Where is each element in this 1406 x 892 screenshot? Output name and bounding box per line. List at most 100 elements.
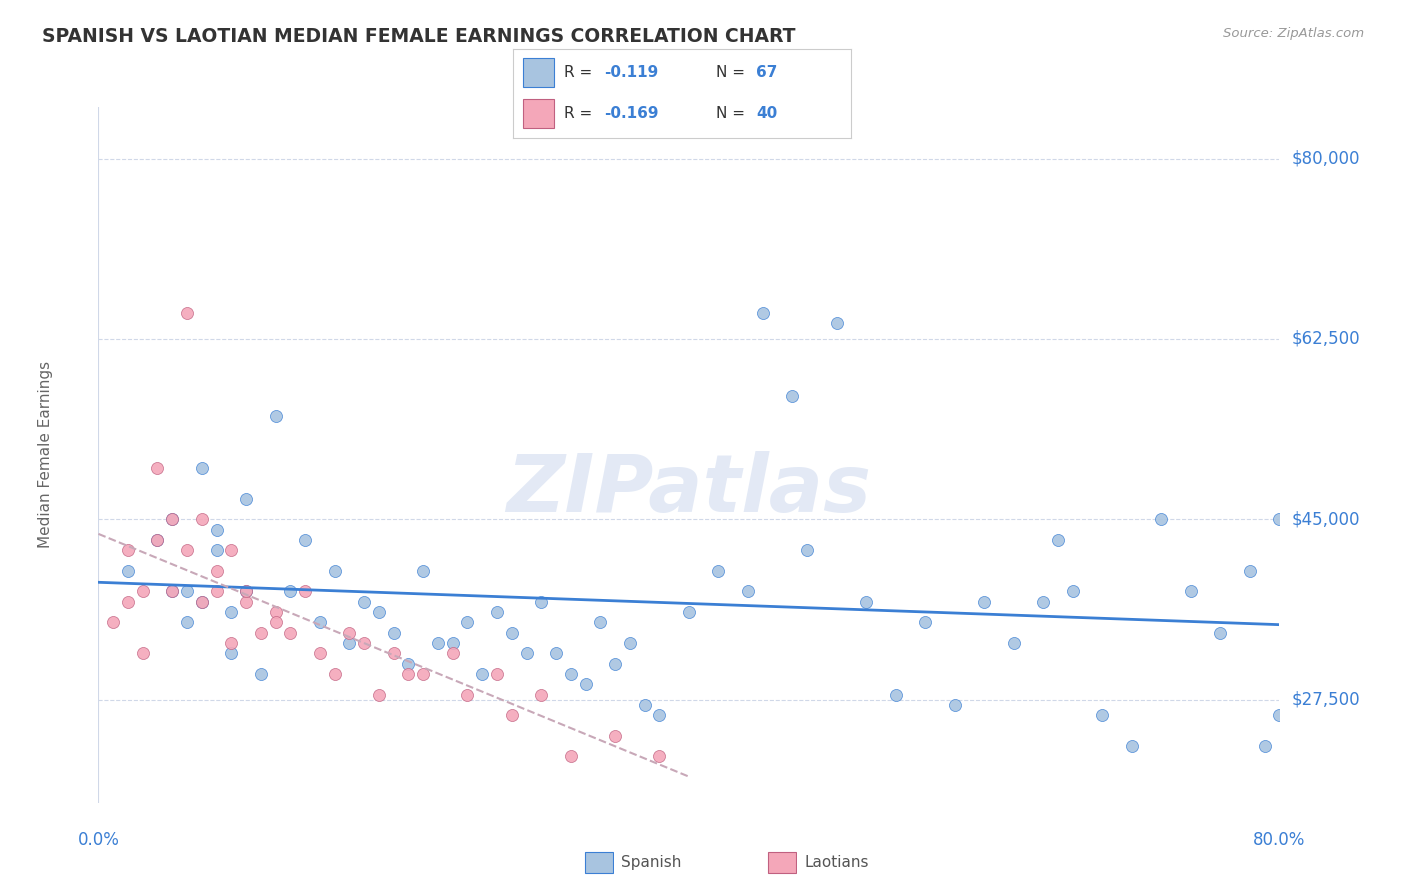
- Point: [264, 605, 287, 619]
- Point: [176, 615, 198, 630]
- Text: $45,000: $45,000: [1291, 510, 1360, 528]
- Point: [176, 584, 198, 599]
- Point: [191, 595, 214, 609]
- Point: [396, 667, 419, 681]
- Point: [456, 615, 478, 630]
- Point: [323, 564, 346, 578]
- Point: [146, 533, 169, 547]
- Text: -0.169: -0.169: [605, 106, 659, 120]
- Text: -0.119: -0.119: [605, 65, 658, 79]
- Point: [973, 595, 995, 609]
- Point: [132, 584, 155, 599]
- Bar: [523, 99, 554, 128]
- Point: [648, 749, 671, 764]
- Text: 67: 67: [756, 65, 778, 79]
- Point: [368, 605, 391, 619]
- Point: [309, 615, 332, 630]
- Text: Laotians: Laotians: [804, 855, 869, 870]
- Point: [427, 636, 450, 650]
- Text: Source: ZipAtlas.com: Source: ZipAtlas.com: [1223, 27, 1364, 40]
- Point: [560, 667, 582, 681]
- Point: [219, 605, 242, 619]
- Point: [337, 636, 360, 650]
- Point: [235, 491, 257, 506]
- Point: [560, 749, 582, 764]
- Point: [1254, 739, 1277, 753]
- Text: 80.0%: 80.0%: [1253, 830, 1306, 848]
- Point: [751, 306, 773, 320]
- Point: [103, 615, 125, 630]
- Point: [117, 564, 139, 578]
- Point: [205, 584, 228, 599]
- Point: [117, 543, 139, 558]
- Point: [589, 615, 612, 630]
- Point: [678, 605, 700, 619]
- Point: [396, 657, 419, 671]
- Point: [264, 409, 287, 424]
- Point: [884, 688, 907, 702]
- Point: [412, 667, 434, 681]
- Point: [219, 646, 242, 660]
- Point: [117, 595, 139, 609]
- Point: [278, 625, 302, 640]
- Point: [205, 523, 228, 537]
- Point: [605, 729, 627, 743]
- Point: [1239, 564, 1261, 578]
- Point: [205, 564, 228, 578]
- Point: [353, 636, 375, 650]
- Point: [1209, 625, 1232, 640]
- Point: [501, 625, 523, 640]
- Point: [471, 667, 494, 681]
- Text: ZIPatlas: ZIPatlas: [506, 450, 872, 529]
- Text: N =: N =: [716, 65, 749, 79]
- Point: [1268, 512, 1291, 526]
- Point: [456, 688, 478, 702]
- Point: [235, 595, 257, 609]
- Point: [486, 667, 509, 681]
- Point: [486, 605, 509, 619]
- Point: [574, 677, 596, 691]
- Point: [205, 543, 228, 558]
- Point: [146, 533, 169, 547]
- Text: R =: R =: [564, 65, 598, 79]
- Point: [162, 584, 183, 599]
- Point: [633, 698, 655, 712]
- Text: R =: R =: [564, 106, 598, 120]
- Point: [648, 708, 671, 723]
- Point: [515, 646, 537, 660]
- Point: [191, 595, 214, 609]
- Point: [219, 543, 242, 558]
- Point: [796, 543, 818, 558]
- Point: [825, 317, 848, 331]
- Point: [501, 708, 523, 723]
- Point: [278, 584, 302, 599]
- Point: [264, 615, 287, 630]
- Point: [191, 512, 214, 526]
- Point: [782, 389, 804, 403]
- Point: [605, 657, 627, 671]
- Bar: [523, 58, 554, 87]
- Bar: [768, 852, 796, 873]
- Point: [943, 698, 966, 712]
- Point: [162, 512, 183, 526]
- Point: [368, 688, 391, 702]
- Point: [382, 646, 405, 660]
- Text: Median Female Earnings: Median Female Earnings: [38, 361, 53, 549]
- Point: [382, 625, 405, 640]
- Point: [1150, 512, 1173, 526]
- Point: [544, 646, 567, 660]
- Point: [1268, 708, 1291, 723]
- Point: [412, 564, 434, 578]
- Point: [1032, 595, 1054, 609]
- Point: [250, 625, 273, 640]
- Point: [162, 512, 183, 526]
- Point: [530, 595, 553, 609]
- Point: [855, 595, 877, 609]
- Point: [1121, 739, 1143, 753]
- Point: [1062, 584, 1084, 599]
- Point: [323, 667, 346, 681]
- Point: [441, 636, 464, 650]
- Point: [1002, 636, 1025, 650]
- Text: N =: N =: [716, 106, 749, 120]
- Point: [132, 646, 155, 660]
